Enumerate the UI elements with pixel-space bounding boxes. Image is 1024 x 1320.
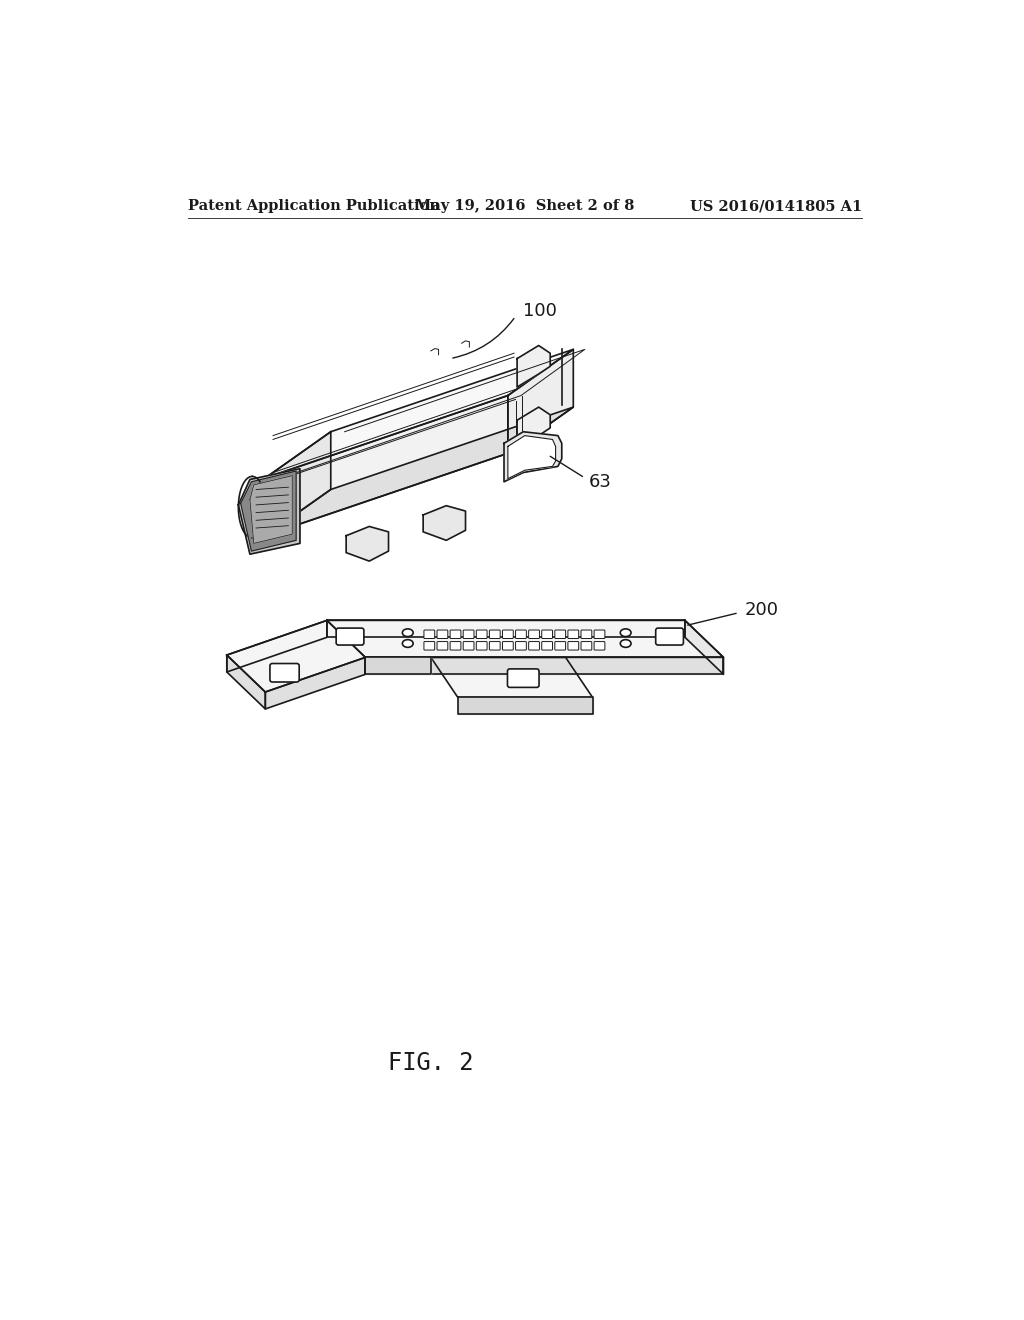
FancyBboxPatch shape <box>451 630 461 639</box>
FancyBboxPatch shape <box>489 642 500 649</box>
FancyBboxPatch shape <box>568 642 579 649</box>
Polygon shape <box>346 527 388 561</box>
FancyBboxPatch shape <box>336 628 364 645</box>
FancyBboxPatch shape <box>528 630 540 639</box>
FancyBboxPatch shape <box>555 630 565 639</box>
Text: 63: 63 <box>589 473 611 491</box>
Polygon shape <box>508 350 573 453</box>
Polygon shape <box>327 620 685 638</box>
Polygon shape <box>239 469 300 554</box>
Polygon shape <box>250 475 292 544</box>
Polygon shape <box>265 657 366 709</box>
FancyBboxPatch shape <box>503 642 513 649</box>
FancyBboxPatch shape <box>555 642 565 649</box>
FancyBboxPatch shape <box>581 642 592 649</box>
Polygon shape <box>265 350 573 478</box>
Polygon shape <box>431 657 593 697</box>
Polygon shape <box>685 620 724 675</box>
Polygon shape <box>504 432 562 482</box>
FancyBboxPatch shape <box>528 642 540 649</box>
Ellipse shape <box>402 640 413 647</box>
FancyBboxPatch shape <box>424 642 435 649</box>
FancyBboxPatch shape <box>270 664 299 682</box>
FancyBboxPatch shape <box>437 642 447 649</box>
Polygon shape <box>458 697 593 714</box>
FancyBboxPatch shape <box>594 630 605 639</box>
Text: 100: 100 <box>523 302 557 319</box>
Polygon shape <box>423 506 466 540</box>
FancyBboxPatch shape <box>568 630 579 639</box>
FancyBboxPatch shape <box>581 630 592 639</box>
Ellipse shape <box>402 628 413 636</box>
FancyBboxPatch shape <box>476 642 487 649</box>
Text: US 2016/0141805 A1: US 2016/0141805 A1 <box>690 199 862 213</box>
FancyBboxPatch shape <box>515 630 526 639</box>
FancyBboxPatch shape <box>655 628 683 645</box>
FancyBboxPatch shape <box>463 642 474 649</box>
FancyBboxPatch shape <box>594 642 605 649</box>
Ellipse shape <box>621 628 631 636</box>
Polygon shape <box>366 657 431 675</box>
FancyBboxPatch shape <box>515 642 526 649</box>
FancyBboxPatch shape <box>503 630 513 639</box>
Polygon shape <box>226 620 327 672</box>
FancyBboxPatch shape <box>451 642 461 649</box>
Polygon shape <box>508 436 556 479</box>
FancyBboxPatch shape <box>542 630 553 639</box>
Ellipse shape <box>621 640 631 647</box>
FancyBboxPatch shape <box>489 630 500 639</box>
Polygon shape <box>517 407 550 449</box>
Polygon shape <box>226 655 265 709</box>
FancyBboxPatch shape <box>476 630 487 639</box>
Polygon shape <box>517 346 550 387</box>
FancyBboxPatch shape <box>463 630 474 639</box>
Polygon shape <box>366 657 724 675</box>
Polygon shape <box>327 620 724 657</box>
FancyBboxPatch shape <box>437 630 447 639</box>
Text: 200: 200 <box>745 601 779 619</box>
FancyBboxPatch shape <box>424 630 435 639</box>
Polygon shape <box>241 471 296 552</box>
Text: Patent Application Publication: Patent Application Publication <box>188 199 440 213</box>
Text: May 19, 2016  Sheet 2 of 8: May 19, 2016 Sheet 2 of 8 <box>415 199 635 213</box>
Polygon shape <box>226 620 366 692</box>
Polygon shape <box>265 407 573 536</box>
Polygon shape <box>265 396 508 536</box>
FancyBboxPatch shape <box>542 642 553 649</box>
Text: FIG. 2: FIG. 2 <box>388 1051 474 1076</box>
FancyBboxPatch shape <box>508 669 539 688</box>
Polygon shape <box>265 432 331 536</box>
